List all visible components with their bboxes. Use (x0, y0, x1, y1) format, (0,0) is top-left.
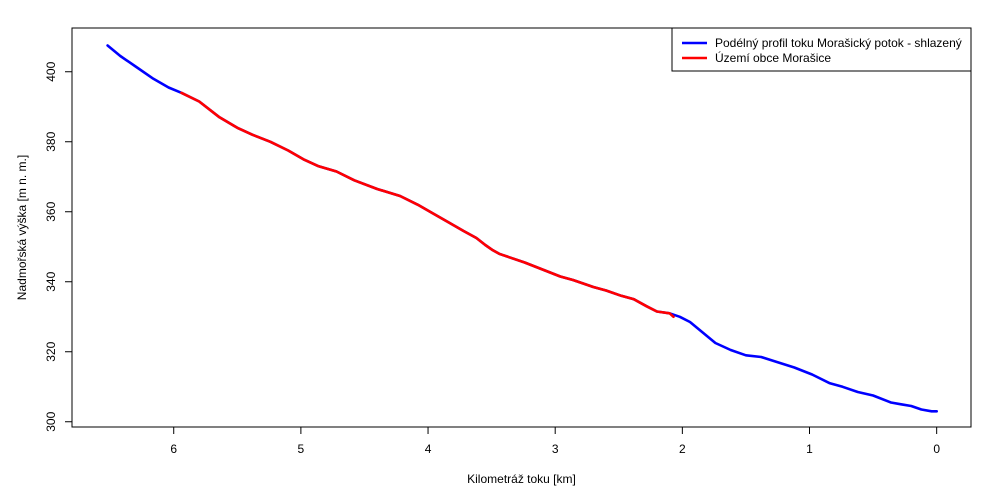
x-axis: 6 5 4 3 2 1 0 (170, 427, 940, 456)
x-tick-label: 5 (298, 442, 305, 456)
y-tick-label: 360 (44, 201, 58, 221)
y-axis-title: Nadmořská výška [m n. m.] (15, 155, 29, 300)
x-tick-label: 1 (806, 442, 813, 456)
plot-frame (71, 27, 972, 428)
legend: Podélný profil toku Morašický potok - sh… (671, 27, 972, 72)
y-tick-label: 400 (44, 61, 58, 81)
x-tick-label: 4 (425, 442, 432, 456)
series-layer (106, 44, 939, 413)
x-tick-label: 2 (679, 442, 686, 456)
y-tick-label: 300 (44, 411, 58, 431)
legend-label-2: Území obce Morašice (715, 50, 831, 65)
series-line-2 (180, 91, 675, 319)
legend-box (671, 27, 972, 72)
legend-label-1: Podélný profil toku Morašický potok - sh… (715, 36, 962, 50)
y-tick-label: 320 (44, 341, 58, 361)
x-tick-label: 0 (933, 442, 940, 456)
x-axis-title: Kilometráž toku [km] (467, 472, 576, 486)
y-axis: 300 320 340 360 380 400 (44, 61, 72, 432)
y-tick-label: 340 (44, 271, 58, 291)
x-tick-label: 3 (552, 442, 559, 456)
y-tick-label: 380 (44, 131, 58, 151)
x-tick-label: 6 (170, 442, 177, 456)
